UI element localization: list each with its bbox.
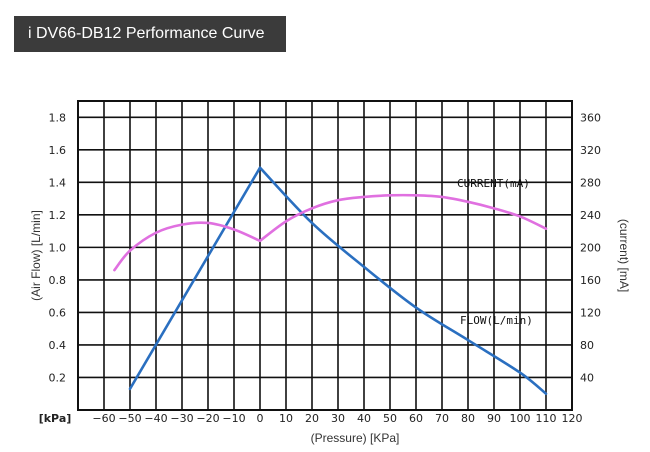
x-tick-label: 10 (279, 412, 293, 425)
x-unit-label: [kPa] (39, 412, 72, 425)
y-left-axis-title: (Air Flow) [L/min] (29, 210, 43, 301)
x-tick-label: 40 (357, 412, 371, 425)
x-tick-label: −50 (118, 412, 141, 425)
x-tick-label: 120 (562, 412, 583, 425)
x-tick-label: 80 (461, 412, 475, 425)
x-tick-label: 0 (257, 412, 264, 425)
flow-series-line (128, 166, 548, 396)
y-right-axis-title: (current) [mA] (617, 219, 631, 292)
x-tick-label: 70 (435, 412, 449, 425)
flow-series-label: FLOW(L/min) (460, 314, 533, 327)
y-left-tick-label: 0.4 (49, 339, 67, 352)
y-left-tick-label: 1.2 (49, 209, 67, 222)
y-right-tick-label: 320 (580, 144, 601, 157)
y-left-tick-label: 1.6 (49, 144, 67, 157)
y-right-tick-label: 160 (580, 274, 601, 287)
y-right-tick-label: 80 (580, 339, 594, 352)
chart-series (113, 166, 548, 396)
current-series-label: CURRENT(mA) (457, 177, 530, 190)
y-left-tick-label: 0.8 (49, 274, 67, 287)
y-right-tick-label: 120 (580, 306, 601, 319)
y-right-tick-label: 360 (580, 111, 601, 124)
chart-labels: [kPa] −60 −50 −40 −30 −20 −10 0 10 20 30 40 50 60 70 80… (29, 111, 631, 445)
x-tick-label: 100 (510, 412, 531, 425)
chart-grid (77, 100, 573, 411)
chart-title-banner: i DV66-DB12 Performance Curve (14, 16, 286, 52)
x-tick-label: −20 (196, 412, 219, 425)
y-right-tick-label: 280 (580, 176, 601, 189)
y-left-tick-label: 1.4 (49, 176, 67, 189)
x-tick-label: 20 (305, 412, 319, 425)
y-left-tick-label: 0.6 (49, 306, 67, 319)
y-left-tick-label: 0.2 (49, 371, 67, 384)
x-tick-label: 90 (487, 412, 501, 425)
x-tick-label: 60 (409, 412, 423, 425)
plot-frame (77, 100, 573, 411)
x-tick-label: −60 (92, 412, 115, 425)
y-right-tick-label: 200 (580, 241, 601, 254)
x-tick-label: −30 (170, 412, 193, 425)
x-tick-label: 50 (383, 412, 397, 425)
current-series-line (113, 193, 548, 272)
y-left-tick-label: 1.0 (49, 241, 67, 254)
x-tick-label: 110 (536, 412, 557, 425)
x-tick-label: −40 (144, 412, 167, 425)
y-right-tick-label: 40 (580, 371, 594, 384)
y-left-tick-label: 1.8 (49, 111, 67, 124)
page-title: i DV66-DB12 Performance Curve (28, 25, 265, 42)
y-right-tick-label: 240 (580, 209, 601, 222)
x-axis-title: (Pressure) [KPa] (311, 431, 400, 445)
x-tick-label: −10 (222, 412, 245, 425)
x-tick-label: 30 (331, 412, 345, 425)
